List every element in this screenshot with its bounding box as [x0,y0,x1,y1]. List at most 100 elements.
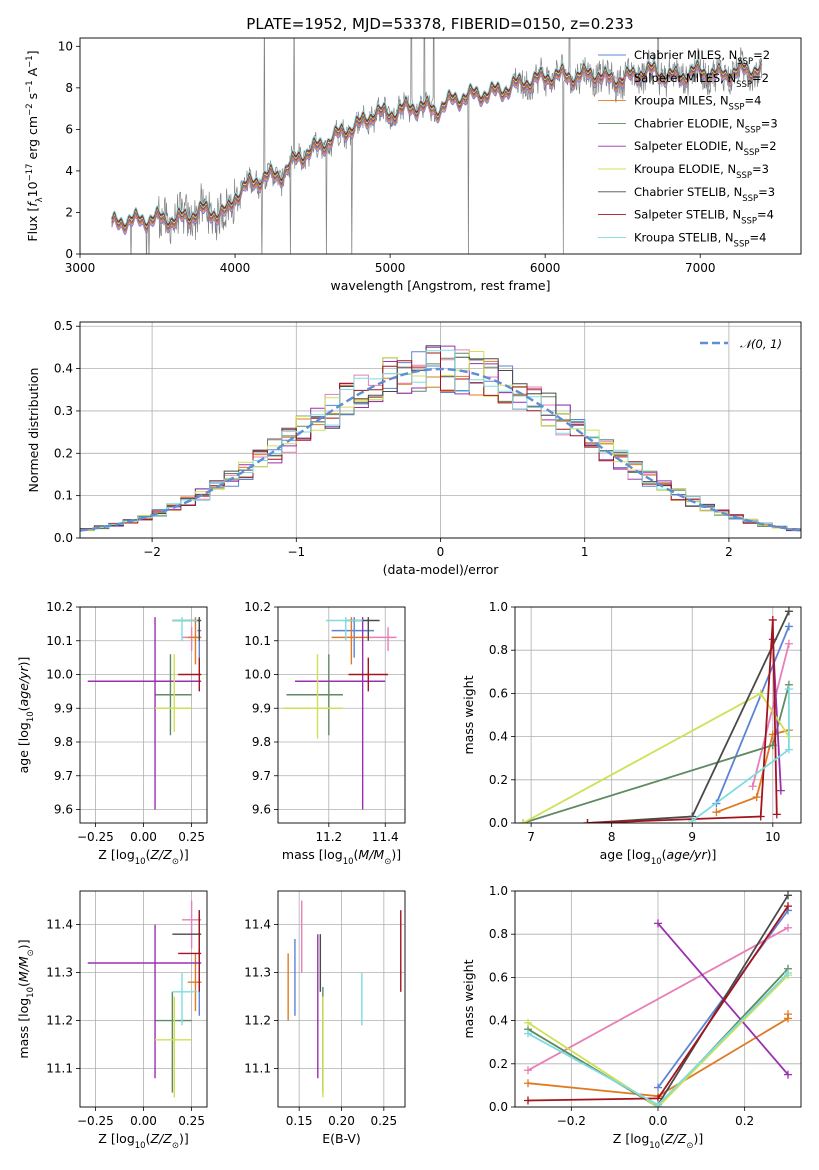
x-tick-label: 9 [688,830,696,844]
y-tick-label: 4 [65,164,73,178]
x-tick-label: 0.0 [648,1114,667,1128]
x-axis-label: (data-model)/error [383,562,500,577]
y-tick-label: 9.9 [54,701,73,715]
x-tick-label: −1 [287,545,305,559]
weight-marker [756,812,765,821]
y-tick-label: 0.6 [489,970,508,984]
weight-marker [768,615,777,624]
error-bar-point [87,617,202,810]
model-spectrum-kroupa-stelib [111,57,763,225]
legend-label: Chabrier STELIB, NSSP=3 [634,185,775,204]
weight-marker [772,810,781,819]
mass-vs-ebv-plot-area [287,900,402,1098]
y-tick-label: 0 [65,247,73,261]
weight-marker [784,622,793,631]
y-tick-label: 0.8 [489,927,508,941]
mass-vs-ebv-frame [277,890,406,1108]
error-bar-point [325,617,363,641]
x-tick-label: 0.25 [370,1114,397,1128]
weight-series-kroupa-elodie [527,974,789,1107]
y-tick-label: 8 [65,81,73,95]
legend-label: Salpeter STELIB, NSSP=4 [634,208,774,227]
weight-marker [524,1079,532,1088]
y-tick-label: 0.4 [54,362,73,376]
weight-marker [784,607,793,616]
x-tick-label: 2 [725,545,733,559]
y-tick-label: 0.3 [54,404,73,418]
weight-marker [748,782,757,791]
y-tick-label: 0.6 [489,686,508,700]
legend-label: Kroupa STELIB, NSSP=4 [634,230,766,249]
weight-marker [784,745,793,754]
y-tick-label: 0.0 [54,531,73,545]
x-tick-label: 11.2 [315,830,342,844]
x-tick-label: −0.2 [557,1114,586,1128]
weight-marker [784,1070,792,1079]
y-tick-label: 0.4 [489,730,508,744]
y-tick-label: 9.8 [252,735,271,749]
weight-marker [654,1083,662,1092]
weight-marker [524,1029,532,1038]
spectrum-legend: Chabrier MILES, NSSP=2 Salpeter MILES, NS… [598,48,778,249]
y-tick-label: 11.3 [46,966,73,980]
weight-series-chabrier-miles [715,626,790,804]
weight-marker [776,786,785,795]
x-tick-label: 11.4 [372,830,399,844]
weight-series-salpeter-miles [527,926,789,1072]
y-tick-label: 0.0 [489,816,508,830]
x-tick-label: 0.25 [178,830,205,844]
weight-series-kroupa-miles [716,729,790,814]
y-tick-label: 0.2 [489,773,508,787]
weight-vs-age-plot-area [519,607,793,823]
x-tick-label: 0.15 [286,1114,313,1128]
x-axis-label: Z [log10(Z/Z⊙)] [613,1131,703,1151]
y-axis-label: age [log10(age/yr)] [16,657,36,774]
y-tick-label: 0.8 [489,643,508,657]
weight-marker [784,891,792,900]
error-bar-point [155,996,192,1098]
y-tick-label: 10.1 [46,634,73,648]
residuals-frame [79,321,802,539]
y-axis-label: mass weight [461,675,476,754]
age-vs-mass-plot-area [283,617,397,810]
weight-series-chabrier-stelib [657,894,789,1106]
x-tick-label: 6000 [530,261,561,275]
weight-marker [784,685,793,694]
error-bar-point [181,900,202,949]
error-bar-point [178,910,202,992]
y-tick-label: 11.1 [46,1062,73,1076]
weight-vs-Z-plot-area [524,891,792,1107]
spectrum-panel: 3000 4000 5000 6000 7000 0 2 4 6 8 10 wavelength [A… [25,37,802,293]
weight-marker [712,808,721,817]
weight-marker [654,919,662,928]
y-tick-label: 10.0 [244,668,271,682]
error-bar-point [155,654,192,732]
y-tick-label: 1.0 [489,600,508,614]
weight-marker [524,1018,532,1027]
legend-label: Chabrier ELODIE, NSSP=3 [634,116,778,135]
legend-label: Kroupa ELODIE, NSSP=3 [634,162,769,181]
weight-marker [583,819,592,823]
error-bar-point [172,617,198,641]
weight-vs-age-panel: 7 8 9 10 0.0 0.2 0.4 0.6 0.8 1.0 age [log10(age/yr… [461,600,802,867]
x-tick-label: 1 [581,545,589,559]
weight-marker [784,902,792,911]
y-tick-label: 10.2 [244,600,271,614]
normal-curve-line [80,367,801,532]
x-axis-label: mass [log10(M/M⊙)] [282,847,401,867]
x-tick-label: 0.20 [328,1114,355,1128]
mass-vs-Z-frame [79,890,208,1108]
mass-vs-ebv-grid [278,891,405,1107]
error-bar-point [368,627,397,651]
error-bar-point [348,657,389,692]
figure-title: PLATE=1952, MJD=53378, FIBERID=0150, z=0… [246,15,633,33]
x-tick-label: 10 [765,830,780,844]
weight-marker [654,1100,662,1107]
x-axis-label: E(B-V) [322,1131,361,1146]
y-tick-label: 11.2 [46,1014,73,1028]
x-tick-label: 5000 [375,261,406,275]
age-vs-Z-frame [79,606,208,824]
y-tick-label: 0.0 [489,1100,508,1114]
y-tick-label: 6 [65,122,73,136]
